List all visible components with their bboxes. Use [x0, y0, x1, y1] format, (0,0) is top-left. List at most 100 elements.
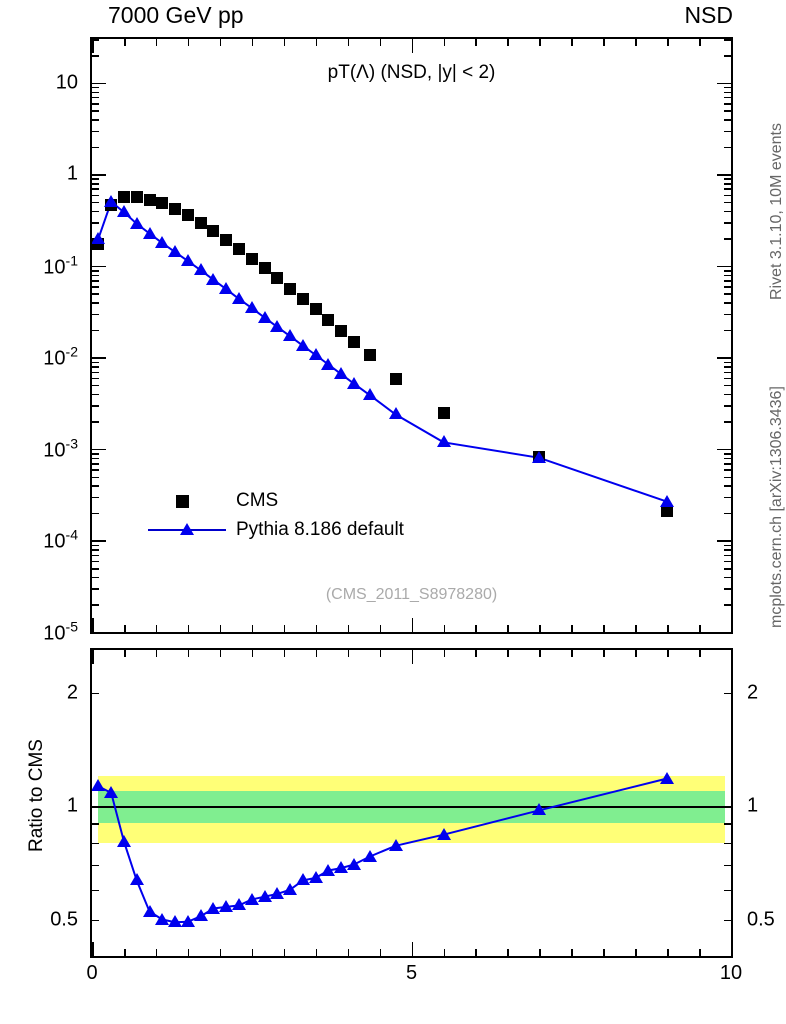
data-point-cms [271, 272, 284, 285]
y-tick [724, 469, 731, 471]
y-tick [724, 293, 731, 295]
data-point-cms [284, 282, 297, 295]
y-tick [92, 357, 106, 359]
data-point-cms [181, 209, 194, 222]
x-tick [379, 39, 382, 46]
y-tick [92, 457, 99, 460]
rivet-version-label: Rivet 3.1.10, 10M events [768, 123, 785, 300]
data-point-pythia [142, 226, 157, 239]
data-point-pythia [168, 245, 183, 258]
x-tick [635, 39, 637, 46]
ratio-point-pythia [193, 909, 208, 922]
y-tick [724, 91, 731, 94]
y-tick [92, 194, 99, 197]
x-tick [411, 39, 414, 53]
y-tick [724, 178, 731, 180]
x-tick [124, 39, 126, 46]
ratio-point-pythia [180, 914, 195, 927]
data-point-cms [194, 216, 207, 229]
data-point-cms [335, 324, 348, 337]
x-tick [539, 949, 541, 956]
data-point-pythia [308, 348, 323, 361]
y-tick [717, 806, 731, 808]
x-tick [315, 949, 318, 956]
y-tick [724, 453, 731, 455]
y-tick [92, 823, 99, 825]
y-tick [92, 919, 99, 922]
data-point-pythia [436, 435, 451, 448]
y-tick-label: 10-1 [43, 252, 78, 279]
x-tick [347, 949, 350, 956]
y-tick-label: 10-2 [43, 344, 78, 370]
x-tick [155, 949, 158, 956]
y-tick [92, 549, 99, 551]
y-tick-label: 10-3 [43, 435, 78, 462]
x-tick [539, 39, 541, 46]
y-tick [724, 496, 731, 499]
ratio-y-tick-label: 1 [66, 794, 78, 817]
ratio-y-tick-label: 0.5 [50, 908, 78, 931]
data-point-pythia [532, 450, 547, 463]
y-tick [92, 313, 99, 316]
y-tick [92, 329, 99, 332]
y-tick [724, 103, 731, 105]
y-tick [92, 302, 99, 304]
y-tick [724, 554, 731, 557]
y-tick [724, 384, 731, 387]
legend-marker-square-icon [148, 490, 226, 512]
y-tick [92, 576, 99, 579]
y-tick [724, 313, 731, 316]
x-tick [219, 39, 222, 46]
y-tick [724, 302, 731, 304]
y-tick [92, 568, 99, 570]
y-tick [724, 110, 731, 112]
plot-title: pT(Λ) (NSD, |y| < 2) [327, 62, 496, 83]
x-tick [92, 618, 94, 632]
legend-label: Pythia 8.186 default [236, 518, 404, 540]
ratio-point-pythia [129, 873, 144, 886]
x-tick [92, 39, 94, 53]
data-point-pythia [334, 367, 349, 380]
y-tick [724, 55, 731, 57]
x-tick [411, 618, 414, 632]
x-tick [603, 650, 605, 657]
header-beam-label: 7000 GeV pp [108, 2, 244, 28]
y-tick [92, 280, 99, 282]
data-point-pythia [193, 263, 208, 276]
x-tick [475, 949, 477, 956]
y-tick [92, 293, 99, 295]
y-tick [92, 842, 99, 845]
y-tick [724, 485, 731, 487]
x-tick [539, 625, 541, 632]
x-tick [475, 39, 477, 46]
x-tick [443, 650, 446, 657]
y-tick [92, 377, 99, 380]
x-tick [603, 949, 605, 956]
y-tick [717, 174, 731, 176]
x-tick [92, 650, 94, 664]
ratio-y-tick-label: 2 [66, 681, 78, 704]
ratio-point-pythia [363, 849, 377, 862]
x-tick [283, 625, 286, 632]
data-point-cms [348, 335, 360, 348]
x-tick [219, 625, 222, 632]
y-tick [92, 110, 99, 112]
x-tick [667, 625, 669, 632]
x-tick [443, 625, 446, 632]
y-tick [92, 222, 99, 224]
y-tick [724, 457, 731, 460]
ratio-point-pythia [219, 899, 234, 912]
x-tick [155, 39, 158, 46]
ratio-point-pythia [660, 771, 675, 784]
y-tick [92, 86, 99, 89]
y-tick [92, 485, 99, 487]
y-tick [92, 210, 99, 213]
y-tick [92, 286, 99, 288]
x-tick [507, 650, 509, 657]
analysis-id-watermark: (CMS_2011_S8978280) [325, 586, 498, 603]
y-tick [92, 146, 99, 149]
x-tick [475, 625, 477, 632]
ratio-point-pythia [532, 803, 547, 816]
x-tick [411, 942, 414, 956]
x-tick [347, 650, 350, 657]
